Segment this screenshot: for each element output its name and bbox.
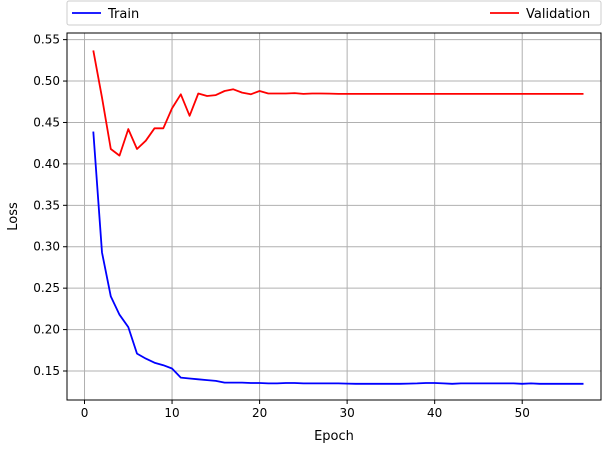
y-tick-label: 0.55 bbox=[33, 33, 60, 47]
series-lines bbox=[92, 50, 584, 385]
x-axis-ticks: 0 10 20 30 40 50 bbox=[81, 400, 530, 420]
x-tick-label: 40 bbox=[427, 406, 442, 420]
legend-label-train: Train bbox=[107, 7, 139, 22]
legend: Train Validation bbox=[66, 0, 602, 26]
y-tick-label: 0.30 bbox=[33, 240, 60, 254]
y-tick-label: 0.50 bbox=[33, 74, 60, 88]
x-tick-label: 30 bbox=[339, 406, 354, 420]
x-tick-label: 20 bbox=[252, 406, 267, 420]
series-line-train bbox=[92, 131, 584, 385]
y-axis-label: Loss bbox=[6, 202, 21, 231]
x-tick-label: 50 bbox=[515, 406, 530, 420]
y-tick-label: 0.15 bbox=[33, 364, 60, 378]
y-axis-ticks: 0.15 0.20 0.25 0.30 0.35 0.40 0.45 0.50 0.55 bbox=[33, 33, 67, 378]
y-tick-label: 0.20 bbox=[33, 323, 60, 337]
x-tick-label: 0 bbox=[81, 406, 89, 420]
y-tick-label: 0.45 bbox=[33, 115, 60, 129]
y-tick-label: 0.35 bbox=[33, 198, 60, 212]
legend-label-validation: Validation bbox=[526, 7, 590, 22]
plot-frame bbox=[66, 32, 602, 401]
y-tick-label: 0.25 bbox=[33, 281, 60, 295]
series-line-validation bbox=[92, 50, 584, 157]
y-tick-label: 0.40 bbox=[33, 157, 60, 171]
grid-lines bbox=[67, 33, 601, 400]
x-tick-label: 10 bbox=[164, 406, 179, 420]
x-axis-label: Epoch bbox=[314, 429, 354, 444]
legend-box bbox=[66, 0, 602, 26]
